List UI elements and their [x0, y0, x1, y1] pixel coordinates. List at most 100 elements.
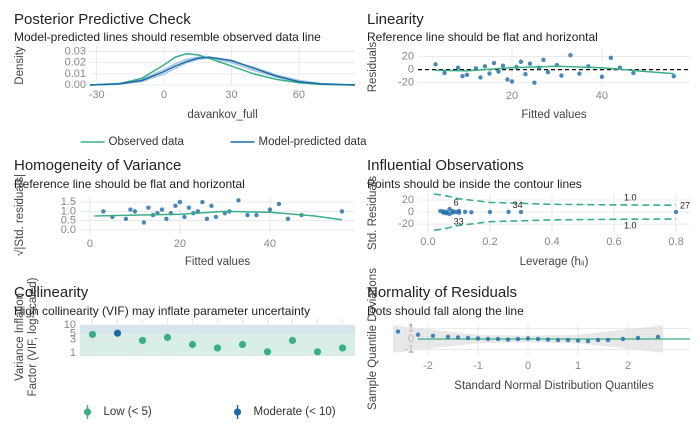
panel-title: Collinearity — [14, 284, 89, 301]
data-point — [200, 199, 205, 205]
point-label: 6 — [454, 197, 459, 207]
data-point — [113, 329, 122, 337]
data-point — [525, 336, 531, 341]
x-tick-label: 0.0 — [420, 236, 435, 248]
data-point — [506, 209, 511, 215]
x-tick-label: 0.4 — [544, 236, 559, 248]
x-tick-label: 20 — [174, 238, 186, 250]
data-point — [631, 70, 636, 76]
data-point — [555, 337, 561, 343]
y-tick-label: 0.01 — [65, 68, 86, 80]
legend-label: Observed data — [109, 136, 185, 148]
data-point — [456, 210, 462, 215]
data-point — [338, 344, 347, 352]
data-point — [455, 335, 461, 340]
panel-subtitle: Points should be inside the contour line… — [367, 177, 582, 191]
x-tick-label: -30 — [89, 89, 105, 101]
data-point — [213, 214, 219, 220]
y-tick-label: 0.02 — [65, 57, 86, 69]
data-point — [469, 210, 474, 215]
y-tick-label: -20 — [398, 218, 414, 230]
data-point — [671, 73, 677, 79]
data-point — [238, 340, 247, 349]
data-point — [527, 61, 533, 66]
data-point — [433, 62, 438, 67]
x-axis-label: Fitted values — [521, 109, 586, 121]
data-point — [460, 73, 465, 79]
data-point — [532, 80, 537, 85]
y-axis-label: Residuals — [367, 42, 379, 93]
data-line — [89, 56, 356, 86]
x-tick-label: 0 — [525, 360, 531, 372]
y-tick-label: 0 — [408, 64, 414, 76]
y-axis-label: Factor (VIF, log-scaled) — [27, 277, 39, 396]
x-tick-label: 1 — [575, 360, 581, 372]
data-point — [608, 55, 614, 61]
data-point — [482, 64, 488, 69]
data-line — [94, 210, 343, 221]
data-point — [245, 212, 250, 218]
data-point — [462, 209, 468, 214]
y-tick-label: 20 — [402, 194, 414, 206]
x-tick-label: 30 — [225, 89, 237, 101]
data-line — [89, 57, 356, 86]
x-axis-label: Standard Normal Distribution Quantiles — [454, 380, 654, 392]
y-axis-label: Density — [14, 46, 26, 85]
data-point — [445, 334, 451, 340]
data-point — [164, 216, 169, 221]
data-point — [487, 209, 493, 215]
data-point — [138, 336, 147, 345]
data-point — [182, 214, 187, 220]
y-tick-label: 0.00 — [65, 79, 86, 91]
x-tick-label: 40 — [596, 90, 608, 102]
data-point — [186, 205, 192, 210]
data-point — [101, 209, 106, 214]
panel-subtitle: Dots should fall along the line — [367, 304, 524, 318]
data-point — [518, 59, 524, 64]
data-point — [276, 201, 282, 207]
data-point — [455, 65, 461, 70]
contour-label: 1.0 — [624, 220, 637, 230]
data-point — [464, 72, 470, 78]
point-label: 33 — [454, 216, 464, 226]
y-tick-label: 1 — [70, 347, 76, 359]
y-tick-label: 20 — [402, 50, 414, 62]
legend-key — [83, 408, 92, 416]
panel-subtitle: Reference line should be flat and horizo… — [367, 30, 598, 44]
x-tick-label: 0 — [161, 89, 167, 101]
data-point — [485, 336, 491, 342]
data-line — [435, 65, 674, 75]
data-point — [500, 63, 506, 68]
panel-title: Posterior Predictive Check — [14, 11, 191, 28]
data-point — [575, 338, 581, 343]
data-point — [209, 203, 214, 209]
data-point — [236, 198, 241, 203]
y-tick-label: 0 — [408, 206, 414, 218]
y-tick-label: 1.5 — [61, 196, 76, 208]
panel-subtitle: Reference line should be flat and horizo… — [14, 177, 245, 191]
x-tick-label: 2 — [625, 360, 631, 372]
data-point — [254, 212, 259, 218]
data-point — [339, 209, 345, 214]
data-point — [447, 206, 452, 212]
y-tick-label: 5 — [70, 327, 76, 339]
panel-title: Normality of Residuals — [367, 284, 517, 301]
data-point — [545, 70, 551, 75]
y-tick-label: 0.03 — [65, 45, 86, 57]
data-point — [159, 207, 165, 212]
data-point — [473, 66, 479, 71]
point-label: 34 — [513, 200, 523, 210]
x-tick-label: -1 — [473, 360, 483, 372]
data-point — [285, 216, 291, 221]
x-axis-label: davankov_full — [187, 109, 257, 121]
data-point — [188, 340, 197, 349]
data-point — [673, 209, 679, 215]
x-tick-label: 0.2 — [482, 236, 497, 248]
contour-label: 1.0 — [624, 193, 637, 203]
y-axis-label: √|Std. residuals| — [13, 174, 26, 256]
data-line — [433, 218, 677, 231]
data-point — [515, 336, 521, 342]
point-label: 27 — [680, 200, 690, 210]
data-point — [505, 77, 510, 82]
